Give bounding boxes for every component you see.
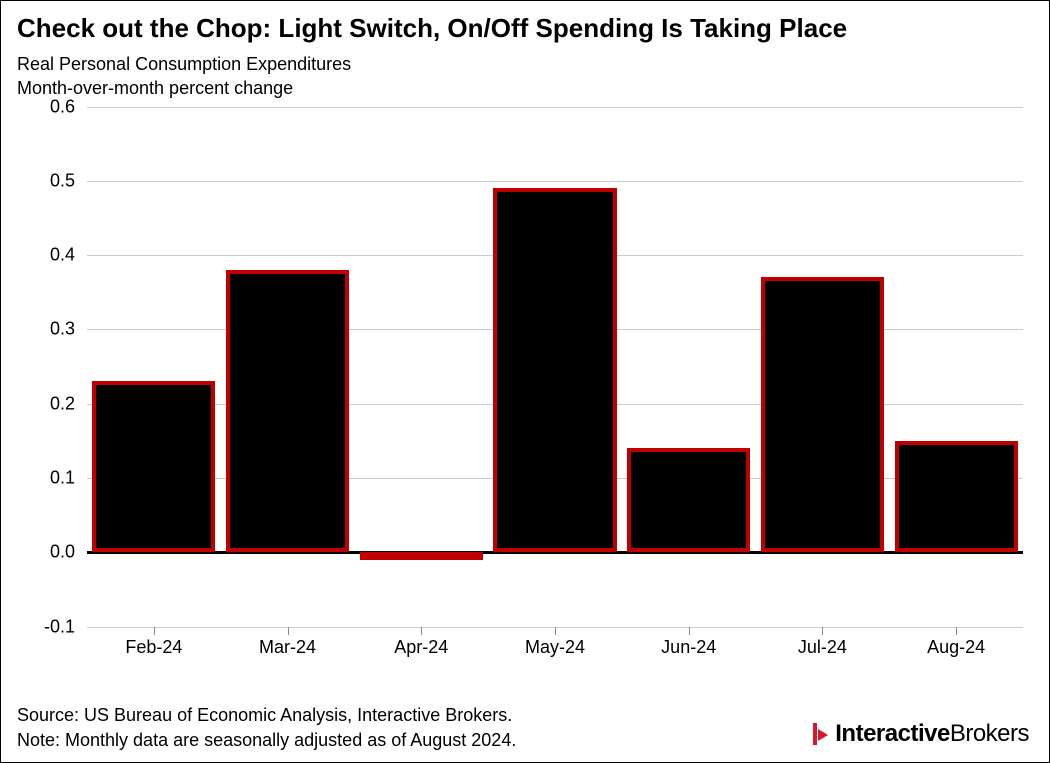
x-tick-label: Jun-24 bbox=[661, 637, 716, 658]
footer-source: Source: US Bureau of Economic Analysis, … bbox=[17, 703, 516, 727]
x-tick-label: Jul-24 bbox=[798, 637, 847, 658]
x-tick-label: May-24 bbox=[525, 637, 585, 658]
subtitle-line2: Month-over-month percent change bbox=[17, 76, 1033, 100]
x-tick bbox=[421, 627, 422, 635]
brand-light: Brokers bbox=[950, 720, 1029, 747]
chart-subtitle: Real Personal Consumption Expenditures M… bbox=[17, 52, 1033, 101]
chart-container: Check out the Chop: Light Switch, On/Off… bbox=[1, 1, 1049, 762]
y-tick-label: 0.2 bbox=[50, 393, 87, 414]
y-tick-label: 0.4 bbox=[50, 245, 87, 266]
y-tick-label: 0.1 bbox=[50, 468, 87, 489]
brand-bold: Interactive bbox=[835, 720, 950, 747]
x-tick-label: Mar-24 bbox=[259, 637, 316, 658]
chart-footer: Source: US Bureau of Economic Analysis, … bbox=[17, 703, 516, 752]
y-tick-label: 0.5 bbox=[50, 170, 87, 191]
x-axis: Feb-24 Mar-24 Apr-24 May-24 Jun-24 Jul-24 Aug-… bbox=[87, 627, 1023, 667]
x-tick bbox=[956, 627, 957, 635]
bar bbox=[360, 552, 483, 560]
bar bbox=[895, 441, 1018, 552]
x-tick bbox=[288, 627, 289, 635]
y-tick-label: 0.3 bbox=[50, 319, 87, 340]
plot-inner: -0.10.00.10.20.30.40.50.6 bbox=[87, 107, 1023, 627]
brand-text: InteractiveBrokers bbox=[835, 720, 1029, 748]
x-tick-label: Aug-24 bbox=[927, 637, 985, 658]
bar bbox=[493, 188, 616, 552]
y-tick-label: 0.0 bbox=[50, 542, 87, 563]
bar bbox=[761, 277, 884, 552]
x-tick bbox=[154, 627, 155, 635]
bar bbox=[92, 381, 215, 552]
plot-area: -0.10.00.10.20.30.40.50.6 Feb-24 Mar-24 Ap… bbox=[87, 107, 1023, 667]
subtitle-line1: Real Personal Consumption Expenditures bbox=[17, 52, 1033, 76]
x-tick-label: Apr-24 bbox=[394, 637, 448, 658]
x-tick bbox=[689, 627, 690, 635]
gridline bbox=[87, 107, 1023, 108]
footer-note: Note: Monthly data are seasonally adjust… bbox=[17, 728, 516, 752]
bar bbox=[627, 448, 750, 552]
gridline bbox=[87, 181, 1023, 182]
brand-logo: InteractiveBrokers bbox=[807, 720, 1029, 748]
x-tick bbox=[555, 627, 556, 635]
chart-title: Check out the Chop: Light Switch, On/Off… bbox=[17, 13, 1033, 44]
brand-icon bbox=[807, 721, 829, 747]
bar bbox=[226, 270, 349, 552]
x-tick-label: Feb-24 bbox=[125, 637, 182, 658]
y-tick-label: 0.6 bbox=[50, 96, 87, 117]
y-tick-label: -0.1 bbox=[44, 616, 87, 637]
x-tick bbox=[822, 627, 823, 635]
